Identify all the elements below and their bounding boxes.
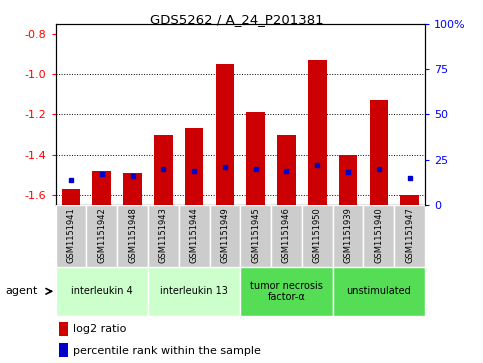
Bar bbox=[59, 322, 69, 336]
Text: GSM1151944: GSM1151944 bbox=[190, 207, 199, 263]
Bar bbox=[394, 205, 425, 267]
Bar bbox=[333, 267, 425, 316]
Text: agent: agent bbox=[6, 286, 38, 296]
Text: GSM1151943: GSM1151943 bbox=[159, 207, 168, 263]
Bar bbox=[364, 205, 394, 267]
Text: GSM1151950: GSM1151950 bbox=[313, 207, 322, 263]
Text: GSM1151949: GSM1151949 bbox=[220, 207, 229, 263]
Bar bbox=[277, 135, 296, 205]
Text: GDS5262 / A_24_P201381: GDS5262 / A_24_P201381 bbox=[150, 13, 324, 26]
Bar bbox=[246, 112, 265, 205]
Bar bbox=[123, 173, 142, 205]
Text: interleukin 13: interleukin 13 bbox=[160, 286, 228, 296]
Bar bbox=[179, 205, 210, 267]
Bar bbox=[302, 205, 333, 267]
Bar bbox=[240, 267, 333, 316]
Bar bbox=[333, 205, 364, 267]
Bar bbox=[56, 205, 86, 267]
Bar bbox=[271, 205, 302, 267]
Bar bbox=[308, 60, 327, 205]
Bar bbox=[369, 100, 388, 205]
Text: percentile rank within the sample: percentile rank within the sample bbox=[73, 346, 261, 356]
Text: GSM1151942: GSM1151942 bbox=[97, 207, 106, 263]
Text: GSM1151941: GSM1151941 bbox=[67, 207, 75, 263]
Text: GSM1151940: GSM1151940 bbox=[374, 207, 384, 263]
Bar bbox=[117, 205, 148, 267]
Bar bbox=[62, 189, 80, 205]
Text: tumor necrosis
factor-α: tumor necrosis factor-α bbox=[250, 281, 323, 302]
Text: GSM1151945: GSM1151945 bbox=[251, 207, 260, 263]
Text: GSM1151946: GSM1151946 bbox=[282, 207, 291, 263]
Bar bbox=[56, 267, 148, 316]
Bar bbox=[148, 205, 179, 267]
Bar bbox=[92, 171, 111, 205]
Text: GSM1151947: GSM1151947 bbox=[405, 207, 414, 263]
Bar bbox=[86, 205, 117, 267]
Bar bbox=[215, 64, 234, 205]
Bar bbox=[154, 135, 172, 205]
Bar bbox=[240, 205, 271, 267]
Text: GSM1151939: GSM1151939 bbox=[343, 207, 353, 263]
Bar bbox=[148, 267, 241, 316]
Bar bbox=[400, 195, 419, 205]
Text: interleukin 4: interleukin 4 bbox=[71, 286, 133, 296]
Bar bbox=[339, 155, 357, 205]
Bar bbox=[210, 205, 240, 267]
Text: unstimulated: unstimulated bbox=[346, 286, 411, 296]
Text: log2 ratio: log2 ratio bbox=[73, 325, 127, 334]
Text: GSM1151948: GSM1151948 bbox=[128, 207, 137, 263]
Bar bbox=[59, 343, 69, 357]
Bar bbox=[185, 129, 203, 205]
